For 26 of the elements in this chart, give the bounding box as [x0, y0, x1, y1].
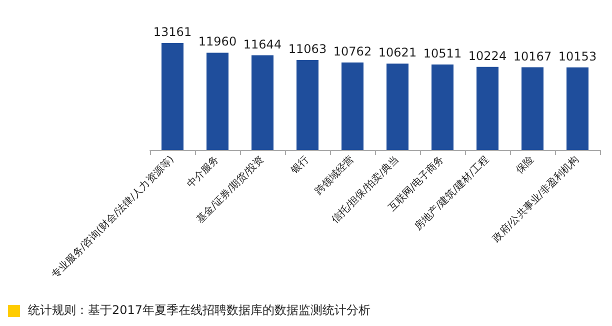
- data-label: 10621: [378, 46, 417, 60]
- bar: [432, 64, 454, 150]
- data-label: 11644: [243, 37, 282, 52]
- bar: [386, 64, 408, 150]
- data-label: 10167: [513, 49, 552, 64]
- data-label: 11063: [288, 42, 327, 56]
- bar: [206, 52, 228, 150]
- bar: [566, 67, 588, 150]
- bar: [252, 55, 274, 150]
- bar: [522, 67, 544, 150]
- data-label: 10762: [333, 44, 372, 58]
- text: 统计规则：基于2017年夏季在线招聘数据库的数据监测统计分析: [28, 302, 371, 319]
- data-label: 13161: [153, 24, 192, 39]
- bar: [162, 42, 184, 150]
- x-tick-label: 中介服务: [184, 153, 222, 190]
- x-tick-label: 专业服务/咨询(财会/法律/人力资源等): [49, 153, 176, 281]
- x-tick-label: 保险: [514, 153, 536, 176]
- data-label: 10224: [468, 48, 507, 63]
- bar: [342, 62, 364, 150]
- data-label: 10153: [558, 49, 597, 64]
- data-label: 10511: [423, 46, 462, 61]
- bar: [476, 66, 498, 150]
- x-tick-label: 跨领域经营: [312, 153, 356, 198]
- bar: [296, 60, 318, 150]
- x-tick-label: 银行: [288, 154, 312, 177]
- data-label: 11960: [198, 34, 237, 49]
